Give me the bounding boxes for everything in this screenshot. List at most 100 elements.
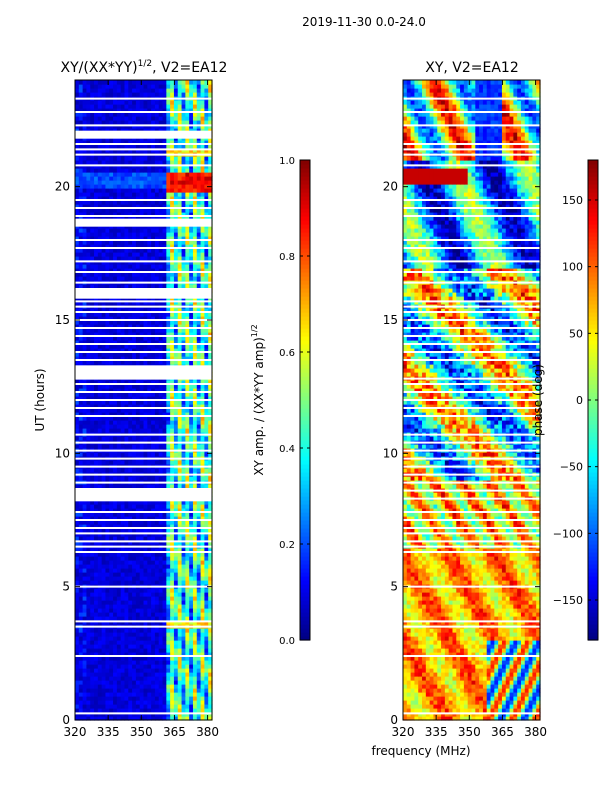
heatmap-cell xyxy=(109,592,114,597)
heatmap-cell xyxy=(204,600,209,605)
heatmap-cell xyxy=(151,180,156,185)
heatmap-cell xyxy=(200,680,205,685)
heatmap-cell xyxy=(143,240,148,245)
heatmap-cell xyxy=(173,508,179,513)
heatmap-cell xyxy=(78,360,84,365)
heatmap-cell xyxy=(177,552,183,557)
heatmap-cell xyxy=(173,676,179,681)
heatmap-cell xyxy=(189,308,194,313)
heatmap-cell xyxy=(120,640,126,645)
heatmap-cell xyxy=(173,504,179,509)
heatmap-cell xyxy=(173,176,179,181)
heatmap-cell xyxy=(78,564,84,569)
heatmap-cell xyxy=(132,648,137,653)
heatmap-cell xyxy=(94,184,99,189)
heatmap-cell xyxy=(86,216,91,221)
heatmap-cell xyxy=(162,272,167,277)
heatmap-cell xyxy=(151,536,156,541)
heatmap-cell xyxy=(109,416,114,421)
heatmap-cell xyxy=(124,636,129,641)
heatmap-cell xyxy=(86,276,91,281)
heatmap-cell xyxy=(189,512,194,517)
heatmap-cell xyxy=(86,168,91,173)
heatmap-cell xyxy=(166,348,171,353)
heatmap-cell xyxy=(158,408,164,413)
heatmap-cell xyxy=(196,716,202,721)
heatmap-cell xyxy=(200,328,205,333)
heatmap-cell xyxy=(105,512,110,517)
heatmap-cell xyxy=(151,696,156,701)
heatmap-cell xyxy=(154,352,160,357)
heatmap-cell xyxy=(109,572,114,577)
heatmap-cell xyxy=(82,328,88,333)
heatmap-cell xyxy=(151,564,156,569)
heatmap-cell xyxy=(90,460,95,465)
heatmap-cell xyxy=(78,460,84,465)
heatmap-cell xyxy=(173,356,179,361)
heatmap-cell xyxy=(128,520,133,525)
heatmap-cell xyxy=(128,336,133,341)
heatmap-cell xyxy=(192,344,198,349)
heatmap-cell xyxy=(124,536,129,541)
heatmap-cell xyxy=(75,676,80,681)
heatmap-cell xyxy=(170,312,175,317)
heatmap-cell xyxy=(166,692,171,697)
heatmap-cell xyxy=(139,228,145,233)
heatmap-cell xyxy=(116,596,122,601)
heatmap-cell xyxy=(135,268,141,273)
heatmap-cell xyxy=(185,612,190,617)
heatmap-cell xyxy=(94,588,99,593)
heatmap-cell xyxy=(97,388,103,393)
heatmap-cell xyxy=(101,516,107,521)
heatmap-cell xyxy=(90,272,95,277)
heatmap-cell xyxy=(189,176,194,181)
heatmap-cell xyxy=(78,188,84,193)
heatmap-cell xyxy=(124,204,129,209)
heatmap-cell xyxy=(208,528,213,533)
heatmap-cell xyxy=(204,168,209,173)
heatmap-cell xyxy=(162,308,167,313)
heatmap-cell xyxy=(116,616,122,621)
heatmap-cell xyxy=(132,384,137,389)
heatmap-cell xyxy=(181,680,186,685)
heatmap-cell xyxy=(101,668,107,673)
heatmap-cell xyxy=(128,500,133,505)
heatmap-cell xyxy=(105,196,110,201)
heatmap-cell xyxy=(132,556,137,561)
heatmap-cell xyxy=(192,360,198,365)
heatmap-cell xyxy=(189,520,194,525)
heatmap-cell xyxy=(124,476,129,481)
heatmap-cell xyxy=(162,676,167,681)
heatmap-cell xyxy=(162,188,167,193)
heatmap-cell xyxy=(200,424,205,429)
heatmap-cell xyxy=(166,548,171,553)
heatmap-cell xyxy=(204,228,209,233)
heatmap-cell xyxy=(120,204,126,209)
heatmap-cell xyxy=(170,516,175,521)
heatmap-cell xyxy=(82,228,88,233)
heatmap-cell xyxy=(116,196,122,201)
heatmap-cell xyxy=(151,424,156,429)
heatmap-cell xyxy=(143,256,148,261)
heatmap-cell xyxy=(204,672,209,677)
heatmap-cell xyxy=(170,572,175,577)
heatmap-cell xyxy=(166,252,171,257)
heatmap-cell xyxy=(147,600,152,605)
heatmap-cell xyxy=(170,700,175,705)
heatmap-cell xyxy=(170,232,175,237)
heatmap-cell xyxy=(90,536,95,541)
heatmap-cell xyxy=(181,568,186,573)
heatmap-cell xyxy=(147,536,152,541)
heatmap-cell xyxy=(158,588,164,593)
heatmap-cell xyxy=(94,564,99,569)
heatmap-cell xyxy=(181,560,186,565)
heatmap-cell xyxy=(154,436,160,441)
heatmap-cell xyxy=(185,416,190,421)
heatmap-cell xyxy=(181,312,186,317)
heatmap-cell xyxy=(82,168,88,173)
heatmap-cell xyxy=(158,420,164,425)
heatmap-cell xyxy=(78,616,84,621)
heatmap-cell xyxy=(132,268,137,273)
heatmap-cell xyxy=(139,616,145,621)
heatmap-cell xyxy=(166,324,171,329)
